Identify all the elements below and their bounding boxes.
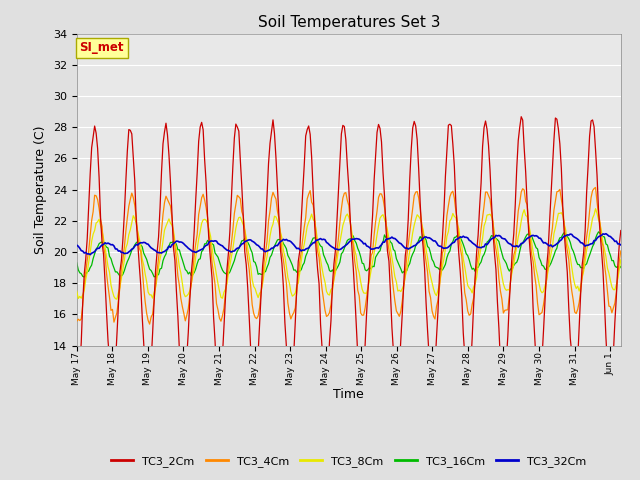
X-axis label: Time: Time — [333, 388, 364, 401]
Title: Soil Temperatures Set 3: Soil Temperatures Set 3 — [257, 15, 440, 30]
Y-axis label: Soil Temperature (C): Soil Temperature (C) — [35, 125, 47, 254]
Legend: TC3_2Cm, TC3_4Cm, TC3_8Cm, TC3_16Cm, TC3_32Cm: TC3_2Cm, TC3_4Cm, TC3_8Cm, TC3_16Cm, TC3… — [107, 451, 591, 471]
Text: SI_met: SI_met — [79, 41, 124, 54]
